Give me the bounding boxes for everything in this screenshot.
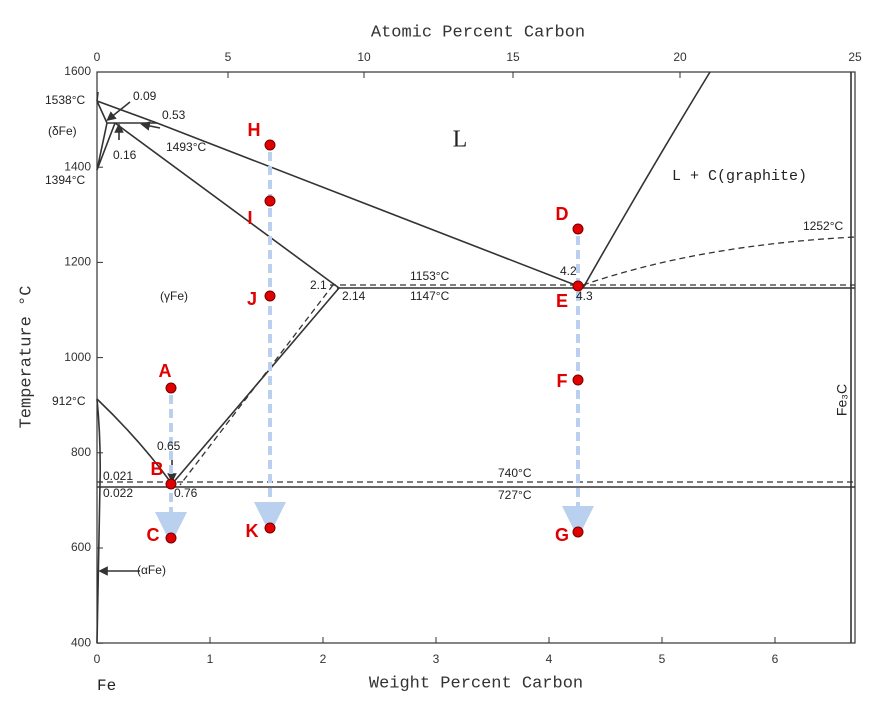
left-tick-label: 400 — [71, 635, 91, 649]
plot-frame — [96, 71, 856, 644]
point-label: K — [246, 521, 259, 541]
state-point — [165, 382, 177, 394]
state-point — [264, 139, 276, 151]
annotation: 1538°C — [45, 93, 85, 107]
state-point — [165, 532, 177, 544]
axis-title: Weight Percent Carbon — [369, 674, 583, 693]
bottom-tick-label: 4 — [546, 652, 553, 666]
axis-title: Temperature °C — [17, 286, 36, 429]
left-tick-label: 800 — [71, 445, 91, 459]
annotation: 912°C — [52, 394, 86, 408]
top-tick-label: 25 — [848, 50, 862, 64]
annotation: 0.021 — [103, 469, 133, 483]
state-point — [572, 374, 584, 386]
annotation: 0.16 — [113, 148, 137, 162]
annotation: Fe — [97, 677, 116, 695]
annotation: 0.53 — [162, 108, 186, 122]
point-label: H — [248, 120, 261, 140]
annotation: 740°C — [498, 466, 532, 480]
left-tick-label: 1400 — [64, 159, 91, 173]
state-point — [165, 478, 177, 490]
state-point — [264, 522, 276, 534]
point-label: I — [247, 208, 252, 228]
state-point — [572, 223, 584, 235]
bottom-tick-label: 1 — [207, 652, 214, 666]
annotation: 0.09 — [133, 89, 157, 103]
annotation: 0.76 — [174, 486, 198, 500]
left-tick-label: 600 — [71, 540, 91, 554]
annotation: (αFe) — [137, 563, 166, 577]
annotation: 1394°C — [45, 173, 85, 187]
annotation: (γFe) — [160, 289, 188, 303]
phase-lines — [96, 71, 856, 644]
bottom-tick-label: 3 — [433, 652, 440, 666]
state-point — [264, 195, 276, 207]
annotation: 0.65 — [157, 439, 181, 453]
top-tick-label: 20 — [673, 50, 687, 64]
point-label: A — [159, 361, 172, 381]
top-tick-label: 5 — [225, 50, 232, 64]
annotation: 0.022 — [103, 486, 133, 500]
annotation: 727°C — [498, 488, 532, 502]
left-tick-label: 1000 — [64, 350, 91, 364]
annotation: L — [453, 127, 468, 153]
bottom-tick-label: 0 — [94, 652, 101, 666]
bottom-tick-label: 5 — [659, 652, 666, 666]
annotation: 2.1 — [310, 278, 327, 292]
top-tick-label: 0 — [94, 50, 101, 64]
left-tick-label: 1600 — [64, 64, 91, 78]
annotation: 2.14 — [342, 289, 366, 303]
annotation: L + C(graphite) — [672, 168, 807, 185]
axis-title: Atomic Percent Carbon — [371, 23, 585, 42]
top-tick-label: 10 — [357, 50, 371, 64]
annotation: 1147°C — [410, 289, 450, 303]
annotation: 4.2 — [560, 264, 577, 278]
point-label: F — [557, 371, 568, 391]
bottom-tick-label: 2 — [320, 652, 327, 666]
annotation: 1153°C — [410, 269, 450, 283]
point-label: D — [556, 204, 569, 224]
annotation: Fe₃C — [834, 384, 850, 416]
state-point — [572, 280, 584, 292]
annotation: 4.3 — [576, 289, 593, 303]
point-label: B — [151, 459, 164, 479]
state-point — [264, 290, 276, 302]
point-label: G — [555, 525, 569, 545]
annotation: 1493°C — [166, 140, 206, 154]
annotation: (δFe) — [48, 124, 77, 138]
point-label: C — [147, 525, 160, 545]
point-label: J — [247, 289, 257, 309]
point-label: E — [556, 291, 568, 311]
top-tick-label: 15 — [506, 50, 520, 64]
state-point — [572, 526, 584, 538]
bottom-tick-label: 6 — [772, 652, 779, 666]
annotation: 1252°C — [803, 219, 843, 233]
left-tick-label: 1200 — [64, 255, 91, 269]
